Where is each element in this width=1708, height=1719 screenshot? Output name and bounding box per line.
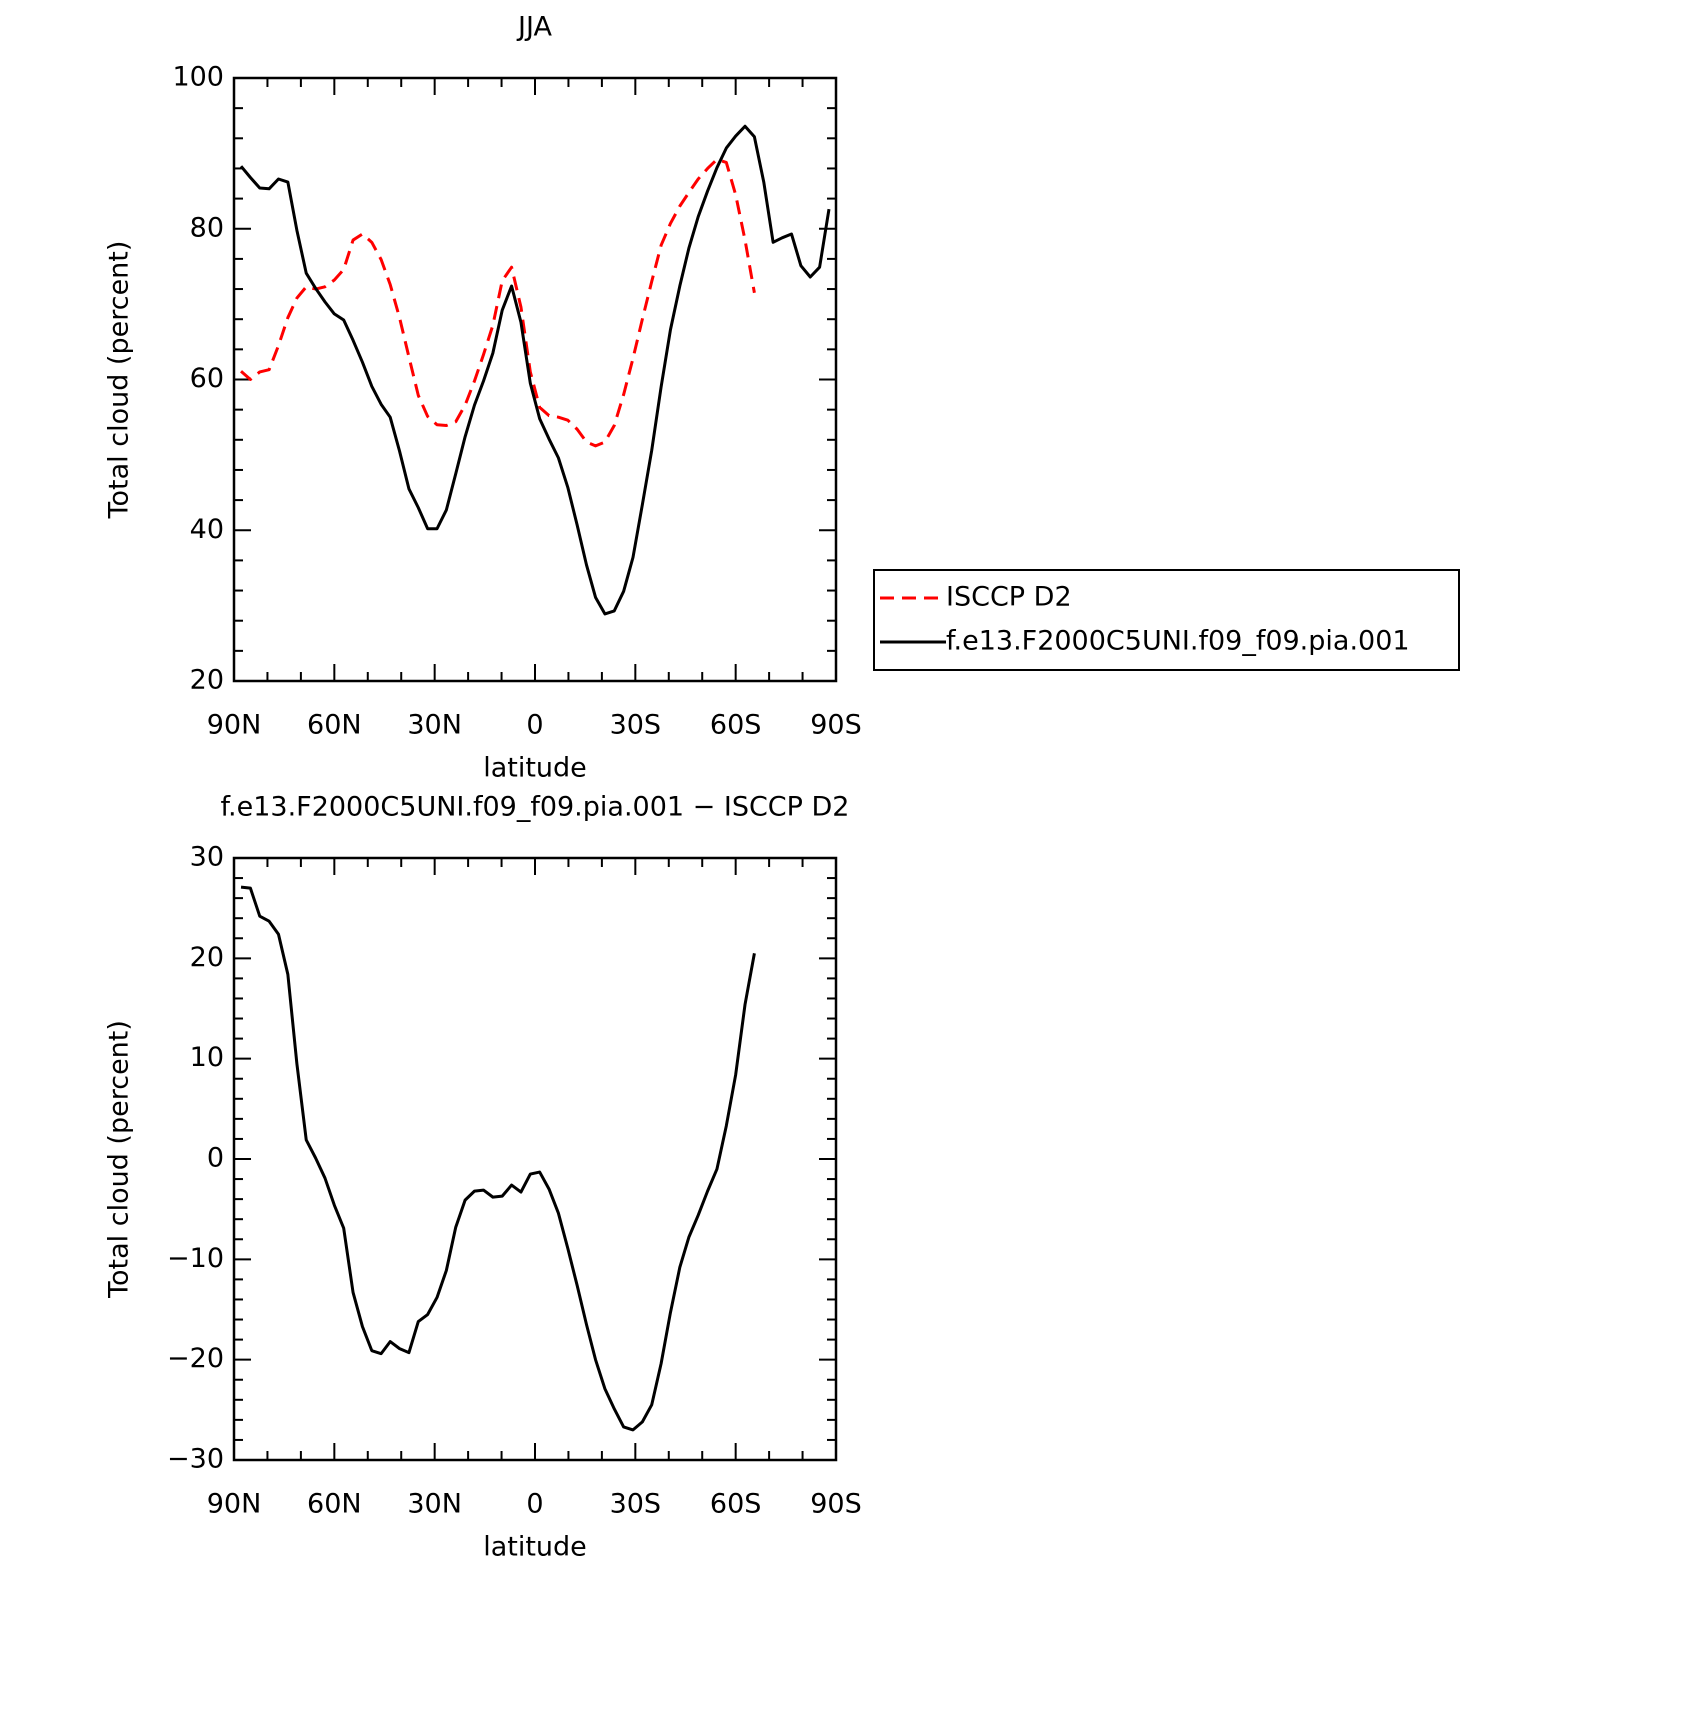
y-tick-label: −20 [167,1343,224,1374]
y-tick-label: 60 [190,363,224,394]
x-tick-label: 0 [526,1489,543,1520]
legend-label: ISCCP D2 [946,582,1072,613]
chart-title: f.e13.F2000C5UNI.f09_f09.pia.001 − ISCCP… [221,792,850,823]
y-tick-label: 100 [172,62,224,93]
plot-frame [232,76,838,683]
data-line [240,885,756,1432]
x-tick-label: 0 [526,710,543,741]
y-tick-label: 30 [190,842,224,873]
x-tick-label: 90S [810,1489,862,1520]
chart-title: JJA [516,12,552,43]
x-tick-label: 30N [407,710,462,741]
x-tick-label: 30S [610,710,662,741]
y-tick-label: 20 [190,942,224,973]
x-tick-label: 60S [710,710,762,741]
y-tick-label: 0 [207,1143,224,1174]
x-tick-label: 30S [610,1489,662,1520]
x-axis-label: latitude [483,1532,587,1563]
x-tick-label: 90S [810,710,862,741]
y-axis-label: Total cloud (percent) [104,241,135,520]
legend: ISCCP D2 f.e13.F2000C5UNI.f09_f09.pia.001 [873,569,1460,671]
legend-frame [873,569,1460,671]
y-tick-label: 80 [190,212,224,243]
legend-label: f.e13.F2000C5UNI.f09_f09.pia.001 [946,626,1410,657]
y-tick-label: 20 [190,665,224,696]
plot-frame [232,856,838,1462]
y-tick-label: −30 [167,1444,224,1475]
x-tick-label: 90N [207,1489,262,1520]
y-tick-label: 10 [190,1042,224,1073]
x-tick-label: 60N [307,1489,362,1520]
data-line [239,124,831,616]
x-axis-label: latitude [483,753,587,784]
x-tick-label: 90N [207,710,262,741]
y-tick-label: 40 [190,514,224,545]
y-tick-label: −10 [167,1243,224,1274]
y-axis-label: Total cloud (percent) [104,1020,135,1299]
x-tick-label: 60S [710,1489,762,1520]
x-tick-label: 60N [307,710,362,741]
x-tick-label: 30N [407,1489,462,1520]
